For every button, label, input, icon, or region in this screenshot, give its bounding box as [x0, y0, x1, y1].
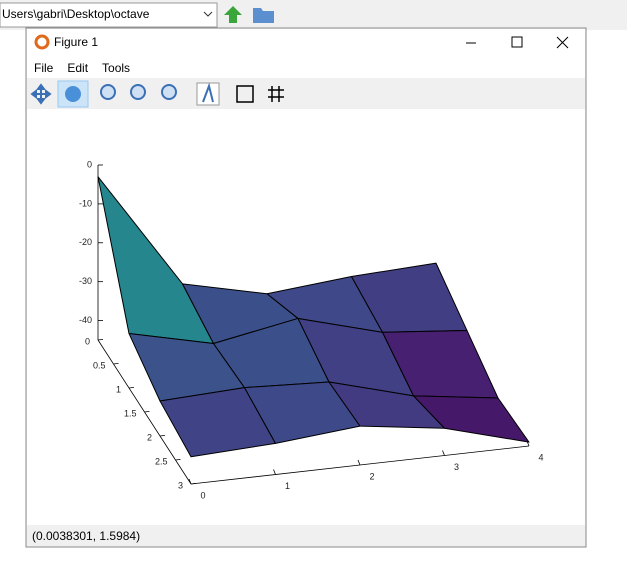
folder-button[interactable]	[253, 8, 274, 23]
y-tick	[144, 411, 150, 413]
grid-tool[interactable]	[268, 86, 284, 102]
x-tick-label: 4	[538, 452, 543, 462]
title-bar	[27, 29, 585, 57]
up-button[interactable]	[224, 6, 242, 23]
x-tick-label: 3	[454, 462, 459, 472]
window-title: Figure 1	[54, 35, 98, 49]
y-tick	[97, 339, 104, 341]
y-tick-label: 2	[147, 432, 152, 442]
dropdown-arrow[interactable]	[203, 11, 213, 17]
x-tick-label: 0	[200, 490, 205, 500]
y-tick-label: 0	[85, 336, 90, 346]
z-tick-label: -10	[79, 198, 92, 208]
surface-face	[413, 395, 530, 443]
x-tick	[357, 459, 361, 466]
z-tick-label: -20	[79, 237, 92, 247]
x-tick	[273, 469, 276, 475]
app-icon	[34, 34, 50, 50]
y-tick-label: 3	[178, 480, 183, 490]
y-tick-label: 0.5	[93, 360, 106, 370]
menu: File Edit Tools	[34, 61, 130, 75]
zoom-reset-tool[interactable]	[161, 84, 177, 100]
text-icon	[202, 82, 214, 103]
menu-bar	[27, 57, 585, 78]
menu-item[interactable]: Tools	[102, 61, 130, 75]
rotate-icon	[65, 86, 81, 102]
zoom-out-tool[interactable]	[130, 84, 146, 100]
y-tick	[128, 387, 135, 389]
y-tick-label: 1.5	[124, 408, 137, 418]
z-tick-label: 0	[87, 159, 92, 169]
x-tick-label: 1	[285, 481, 290, 491]
x-tick	[442, 450, 445, 456]
menu-item[interactable]: Edit	[67, 61, 88, 75]
y-tick-label: 2.5	[155, 456, 168, 466]
text-tool[interactable]	[196, 82, 220, 106]
zoom-in-tool[interactable]	[100, 84, 116, 100]
address-text: Users\gabri\Desktop\octave	[2, 7, 150, 21]
z-tick-label: -40	[79, 315, 92, 325]
axes-box-tool[interactable]	[236, 85, 254, 103]
z-tick-label: -30	[79, 276, 92, 286]
y-tick	[175, 459, 181, 461]
status-text: (0.0038301, 1.5984)	[32, 529, 140, 543]
pan-tool[interactable]	[30, 83, 52, 105]
toolbar	[27, 78, 585, 109]
y-tick-label: 1	[116, 384, 121, 394]
x-tick	[188, 478, 192, 485]
close-button[interactable]	[556, 36, 569, 49]
y-tick	[113, 363, 119, 365]
maximize-button[interactable]	[511, 36, 523, 48]
y-tick	[159, 435, 166, 437]
x-tick-label: 2	[369, 471, 374, 481]
menu-item[interactable]: File	[34, 61, 54, 75]
status-bar	[27, 526, 585, 546]
address-box[interactable]	[0, 2, 218, 28]
surface-plot: -40 -30 -20 -10 0 0 0.5 1 1.5 2 2.5 3 0 1 2 3 4	[79, 159, 583, 544]
